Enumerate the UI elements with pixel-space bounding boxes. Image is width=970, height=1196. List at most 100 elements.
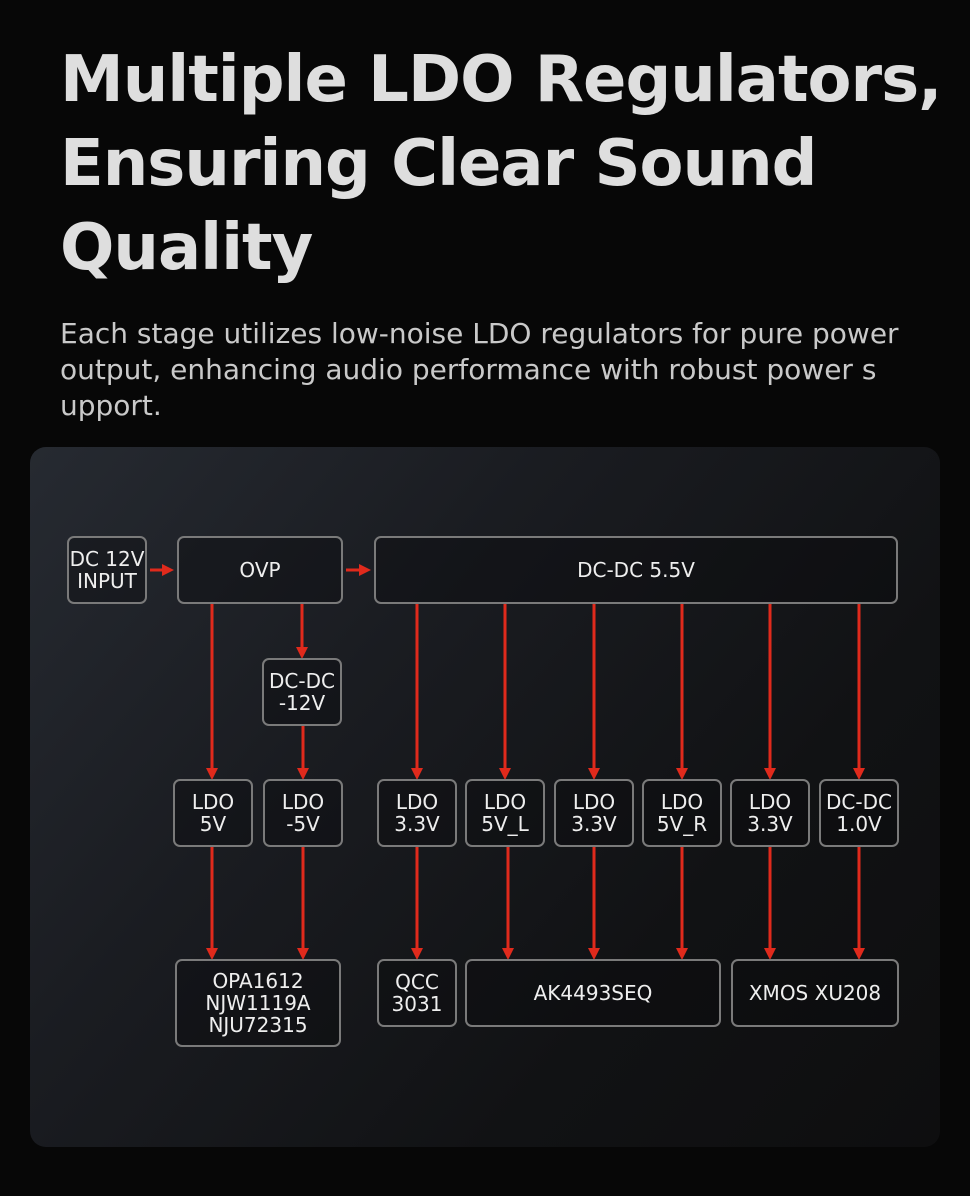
subtitle-line-3: upport. (60, 389, 162, 422)
arrowhead-icon (296, 647, 308, 659)
node-label: AK4493SEQ (534, 981, 653, 1005)
arrowhead-icon (764, 768, 776, 780)
node-label: NJW1119A (205, 991, 311, 1015)
arrowhead-icon (359, 564, 371, 576)
node-label: LDO (661, 790, 703, 814)
edge-dcdc-55-to-dcdc-10 (853, 603, 865, 780)
node-label: 5V (200, 812, 227, 836)
node-box (465, 779, 545, 847)
node-label: LDO (396, 790, 438, 814)
subtitle-line-2: output, enhancing audio performance with… (60, 353, 877, 386)
node-label: -5V (286, 812, 320, 836)
node-label: NJU72315 (208, 1013, 307, 1037)
edge-dcdc-55-to-ldo-33-c (764, 603, 776, 780)
arrowhead-icon (853, 948, 865, 960)
arrowhead-icon (764, 948, 776, 960)
node-label: LDO (484, 790, 526, 814)
page-subtitle: Each stage utilizes low-noise LDO regula… (60, 316, 940, 424)
node-label: OPA1612 (212, 969, 303, 993)
arrowhead-icon (588, 948, 600, 960)
node-label: QCC (395, 970, 439, 994)
node-box (175, 959, 341, 1047)
node-label: INPUT (77, 569, 138, 593)
node-label: OVP (239, 558, 280, 582)
arrowhead-icon (588, 768, 600, 780)
edge-ovp-to-dcdc-neg12 (296, 603, 308, 659)
node-label: LDO (282, 790, 324, 814)
edge-dcdc-55-to-ldo-33-b (588, 603, 600, 780)
page-title: Multiple LDO Regulators, Ensuring Clear … (60, 38, 942, 290)
node-label: 3.3V (394, 812, 440, 836)
node-box (465, 959, 721, 1027)
edge-ldo-neg5v-to-opamps (297, 846, 309, 960)
node-dcdc-10: DC-DC1.0V (819, 779, 899, 847)
node-label: 3.3V (747, 812, 793, 836)
node-box (262, 658, 342, 726)
title-line-2: Ensuring Clear Sound (60, 127, 817, 201)
node-label: DC 12V (70, 547, 145, 571)
arrowhead-icon (162, 564, 174, 576)
node-ak4493: AK4493SEQ (465, 959, 721, 1027)
edge-dcdc-55-to-ldo-33-a (411, 603, 423, 780)
node-label: DC-DC (269, 669, 335, 693)
node-box (173, 779, 253, 847)
arrowhead-icon (853, 768, 865, 780)
node-label: DC-DC 5.5V (577, 558, 695, 582)
edge-ovp-to-ldo-5v (206, 603, 218, 780)
node-box (819, 779, 899, 847)
arrowhead-icon (676, 948, 688, 960)
node-box (731, 959, 899, 1027)
node-label: DC-DC (826, 790, 892, 814)
title-line-1: Multiple LDO Regulators, (60, 43, 942, 117)
edge-dcdc-neg12-to-ldo-neg5v (297, 725, 309, 780)
arrowhead-icon (502, 948, 514, 960)
edge-dc-input-to-ovp (150, 564, 174, 576)
edge-ldo-33-a-to-qcc (411, 846, 423, 960)
node-box (67, 536, 147, 604)
edges-layer (150, 564, 865, 960)
node-label: 1.0V (836, 812, 882, 836)
node-label: -12V (279, 691, 326, 715)
node-label: 5V_L (481, 812, 529, 836)
power-diagram-panel: DC 12V INPUT OVP DC-DC 5.5V DC-DC -12V LDO 5V LD… (30, 447, 940, 1147)
node-dcdc-55: DC-DC 5.5V (374, 536, 898, 604)
arrowhead-icon (206, 948, 218, 960)
arrowhead-icon (499, 768, 511, 780)
edge-ldo-5v-l-to-ak4493 (502, 846, 514, 960)
node-box (642, 779, 722, 847)
edge-ldo-33-c-to-xmos (764, 846, 776, 960)
edge-dcdc-55-to-ldo-5v-r (676, 603, 688, 780)
node-dcdc-neg12: DC-DC-12V (262, 658, 342, 726)
node-label: LDO (192, 790, 234, 814)
edge-ovp-to-dcdc-55 (346, 564, 371, 576)
node-box (377, 779, 457, 847)
title-line-3: Quality (60, 211, 313, 285)
node-label: LDO (749, 790, 791, 814)
edge-ldo-5v-to-opamps (206, 846, 218, 960)
node-label: 3031 (392, 992, 443, 1016)
arrowhead-icon (297, 768, 309, 780)
node-label: LDO (573, 790, 615, 814)
arrowhead-icon (297, 948, 309, 960)
node-label: XMOS XU208 (749, 981, 881, 1005)
node-box (377, 959, 457, 1027)
arrowhead-icon (411, 948, 423, 960)
node-xmos: XMOS XU208 (731, 959, 899, 1027)
node-box (374, 536, 898, 604)
edge-dcdc-10-to-xmos (853, 846, 865, 960)
node-box (177, 536, 343, 604)
edge-ldo-33-b-to-ak4493 (588, 846, 600, 960)
node-ldo-neg5v: LDO-5V (263, 779, 343, 847)
edge-dcdc-55-to-ldo-5v-l (499, 603, 511, 780)
arrowhead-icon (206, 768, 218, 780)
